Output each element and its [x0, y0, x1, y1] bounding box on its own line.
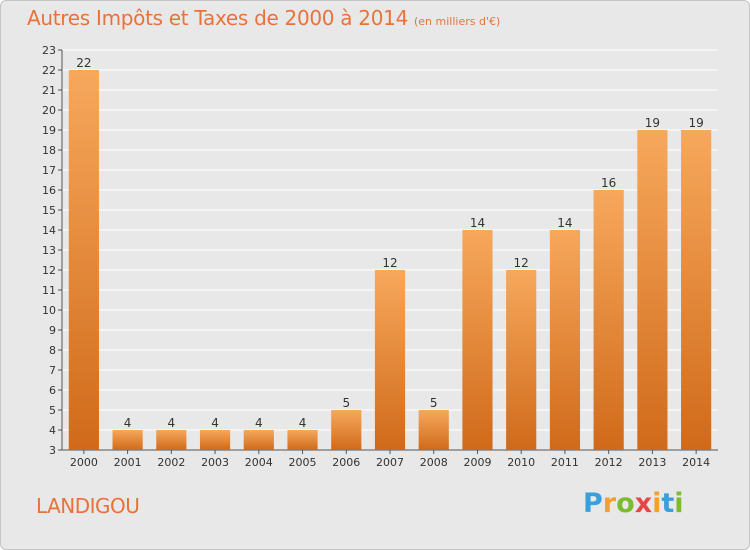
brand-letter: i: [652, 488, 662, 519]
brand-letter: x: [634, 488, 653, 519]
brand-letter: t: [661, 488, 675, 519]
bar: [156, 430, 187, 450]
data-label: 5: [342, 396, 350, 410]
y-tick-label: 22: [42, 64, 56, 77]
data-label: 4: [124, 416, 132, 430]
y-tick-label: 21: [42, 84, 56, 97]
y-tick-label: 19: [42, 124, 56, 137]
bar: [418, 410, 449, 450]
brand-logo: Proxiti: [583, 488, 684, 519]
x-tick-label: 2003: [201, 456, 229, 469]
x-tick-label: 2007: [376, 456, 404, 469]
data-label: 5: [430, 396, 438, 410]
y-tick-label: 23: [42, 44, 56, 57]
x-tick-label: 2014: [682, 456, 710, 469]
x-tick-label: 2000: [70, 456, 98, 469]
data-label: 4: [299, 416, 307, 430]
x-tick-label: 2009: [463, 456, 491, 469]
data-label: 14: [470, 216, 485, 230]
x-tick-label: 2002: [157, 456, 185, 469]
x-tick-label: 2006: [332, 456, 360, 469]
data-label: 12: [382, 256, 397, 270]
x-tick-label: 2008: [420, 456, 448, 469]
y-tick-label: 7: [49, 364, 56, 377]
y-tick-label: 3: [49, 444, 56, 457]
y-tick-label: 20: [42, 104, 56, 117]
data-label: 4: [168, 416, 176, 430]
data-label: 14: [557, 216, 572, 230]
y-tick-label: 15: [42, 204, 56, 217]
bar: [506, 270, 537, 450]
commune-name: LANDIGOU: [36, 494, 140, 518]
data-label: 4: [211, 416, 219, 430]
y-tick-label: 13: [42, 244, 56, 257]
y-tick-label: 10: [42, 304, 56, 317]
x-tick-label: 2013: [638, 456, 666, 469]
bar: [243, 430, 274, 450]
x-axis-ticks: 2000 2001 2002 2003 2004 2005 2006 2007 2008 2009…: [70, 450, 710, 469]
chart-title-unit: (en milliers d'€): [414, 15, 501, 28]
y-tick-label: 14: [42, 224, 56, 237]
data-label: 12: [514, 256, 529, 270]
y-tick-label: 9: [49, 324, 56, 337]
bar: [112, 430, 143, 450]
x-tick-label: 2010: [507, 456, 535, 469]
data-label: 19: [645, 116, 660, 130]
brand-letter: o: [616, 488, 635, 519]
bar: [199, 430, 231, 450]
y-tick-label: 17: [42, 164, 56, 177]
x-tick-label: 2012: [595, 456, 623, 469]
bars: [68, 70, 712, 450]
brand-letter: i: [674, 488, 684, 519]
y-tick-label: 6: [49, 384, 56, 397]
brand-letter: P: [583, 488, 603, 519]
data-label: 4: [255, 416, 263, 430]
bar: [331, 410, 362, 450]
y-axis-ticks: 3 4 5 6 7 8 9 10 11 12 13 14 15 16 17 18 19 20 21 22 23: [42, 44, 62, 457]
x-tick-label: 2004: [245, 456, 273, 469]
y-tick-label: 18: [42, 144, 56, 157]
x-tick-label: 2011: [551, 456, 579, 469]
y-tick-label: 16: [42, 184, 56, 197]
y-tick-label: 12: [42, 264, 56, 277]
data-label: 16: [601, 176, 616, 190]
y-tick-label: 4: [49, 424, 56, 437]
bar: [462, 230, 493, 450]
data-label: 22: [76, 56, 91, 70]
bar: [593, 190, 624, 450]
bar: [68, 70, 99, 450]
y-tick-label: 11: [42, 284, 56, 297]
bar: [287, 430, 318, 450]
data-label: 19: [688, 116, 703, 130]
bar: [681, 130, 712, 450]
x-tick-label: 2005: [289, 456, 317, 469]
brand-letter: r: [602, 488, 617, 519]
bar: [637, 130, 668, 450]
bar: [374, 270, 406, 450]
x-tick-label: 2001: [114, 456, 142, 469]
chart-title: Autres Impôts et Taxes de 2000 à 2014 (en…: [27, 6, 500, 30]
y-tick-label: 5: [49, 404, 56, 417]
y-tick-label: 8: [49, 344, 56, 357]
data-labels: 22 4 4 4 4 4 5 12 5 14 12 14 16 19 19: [76, 56, 704, 430]
bar: [549, 230, 581, 450]
chart-title-main: Autres Impôts et Taxes de 2000 à 2014: [27, 6, 408, 30]
